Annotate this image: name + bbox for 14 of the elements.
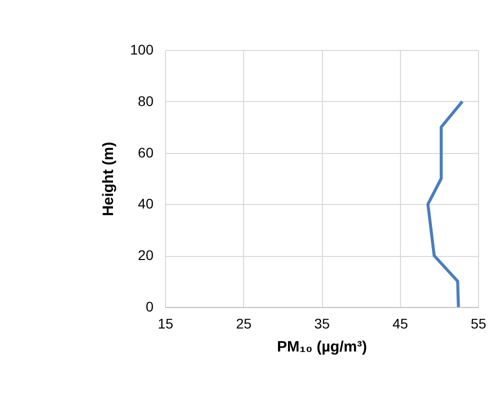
x-tick-label: 35	[314, 316, 330, 332]
y-axis-title: Height (m)	[100, 142, 118, 216]
x-tick-label: 15	[158, 316, 174, 332]
y-tick-label: 40	[138, 196, 154, 212]
x-axis-title: PM₁₀ (µg/m³)	[277, 338, 367, 356]
x-tick-label: 45	[392, 316, 408, 332]
y-tick-label: 80	[138, 92, 154, 109]
y-tick-label: 0	[146, 298, 154, 314]
line-series	[426, 100, 464, 308]
y-tick-label: 20	[138, 247, 154, 264]
x-tick-label: 25	[236, 316, 252, 332]
x-tick-label: 55	[470, 316, 486, 332]
y-tick-label: 60	[138, 144, 154, 160]
y-tick-label: 100	[130, 42, 154, 58]
